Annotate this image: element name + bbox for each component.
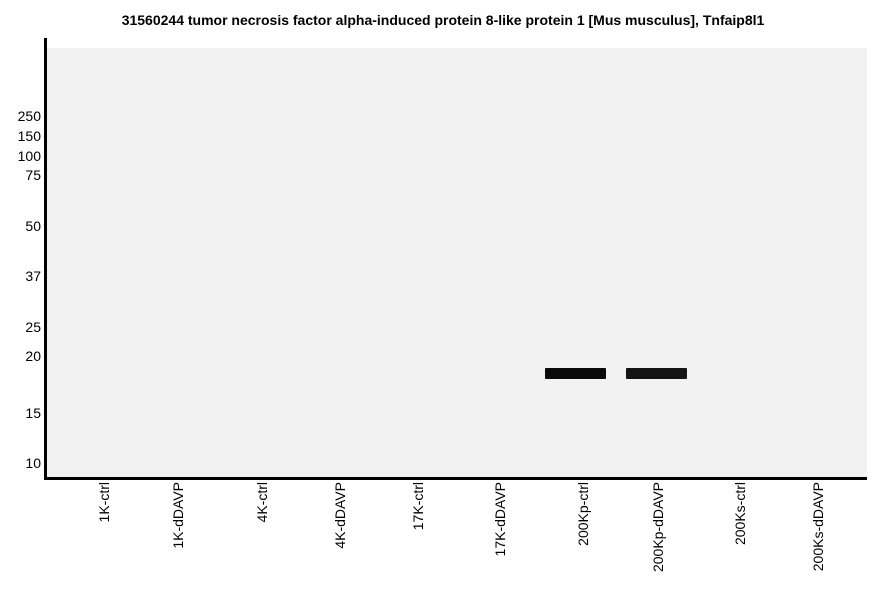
y-tick-label: 150	[17, 128, 41, 144]
y-tick-label: 20	[25, 348, 41, 364]
y-tick-label: 15	[25, 405, 41, 421]
y-tick-label: 100	[17, 148, 41, 164]
blot-band-200kp-ctrl	[545, 368, 606, 379]
x-lane-label: 200Kp-dDAVP	[650, 482, 666, 573]
y-axis-line	[44, 38, 47, 480]
x-lane-label: 1K-dDAVP	[170, 482, 186, 549]
x-lane-label: 1K-ctrl	[96, 482, 112, 523]
blot-band-200kp-ddavp	[626, 368, 687, 379]
x-lane-label: 17K-ctrl	[410, 482, 426, 531]
y-tick-label: 75	[25, 167, 41, 183]
x-lane-label: 17K-dDAVP	[492, 482, 508, 557]
y-tick-label: 50	[25, 218, 41, 234]
x-lane-label: 200Ks-dDAVP	[810, 482, 826, 572]
x-lane-label: 4K-ctrl	[254, 482, 270, 523]
plot-area	[47, 48, 867, 477]
x-lane-label: 200Kp-ctrl	[575, 482, 591, 546]
y-tick-label: 10	[25, 455, 41, 471]
y-tick-label: 250	[17, 108, 41, 124]
chart-title: 31560244 tumor necrosis factor alpha-ind…	[121, 12, 765, 28]
x-lane-label: 4K-dDAVP	[332, 482, 348, 549]
y-tick-label: 25	[25, 319, 41, 335]
x-lane-label: 200Ks-ctrl	[732, 482, 748, 546]
y-tick-label: 37	[25, 268, 41, 284]
x-axis-line	[44, 477, 867, 480]
